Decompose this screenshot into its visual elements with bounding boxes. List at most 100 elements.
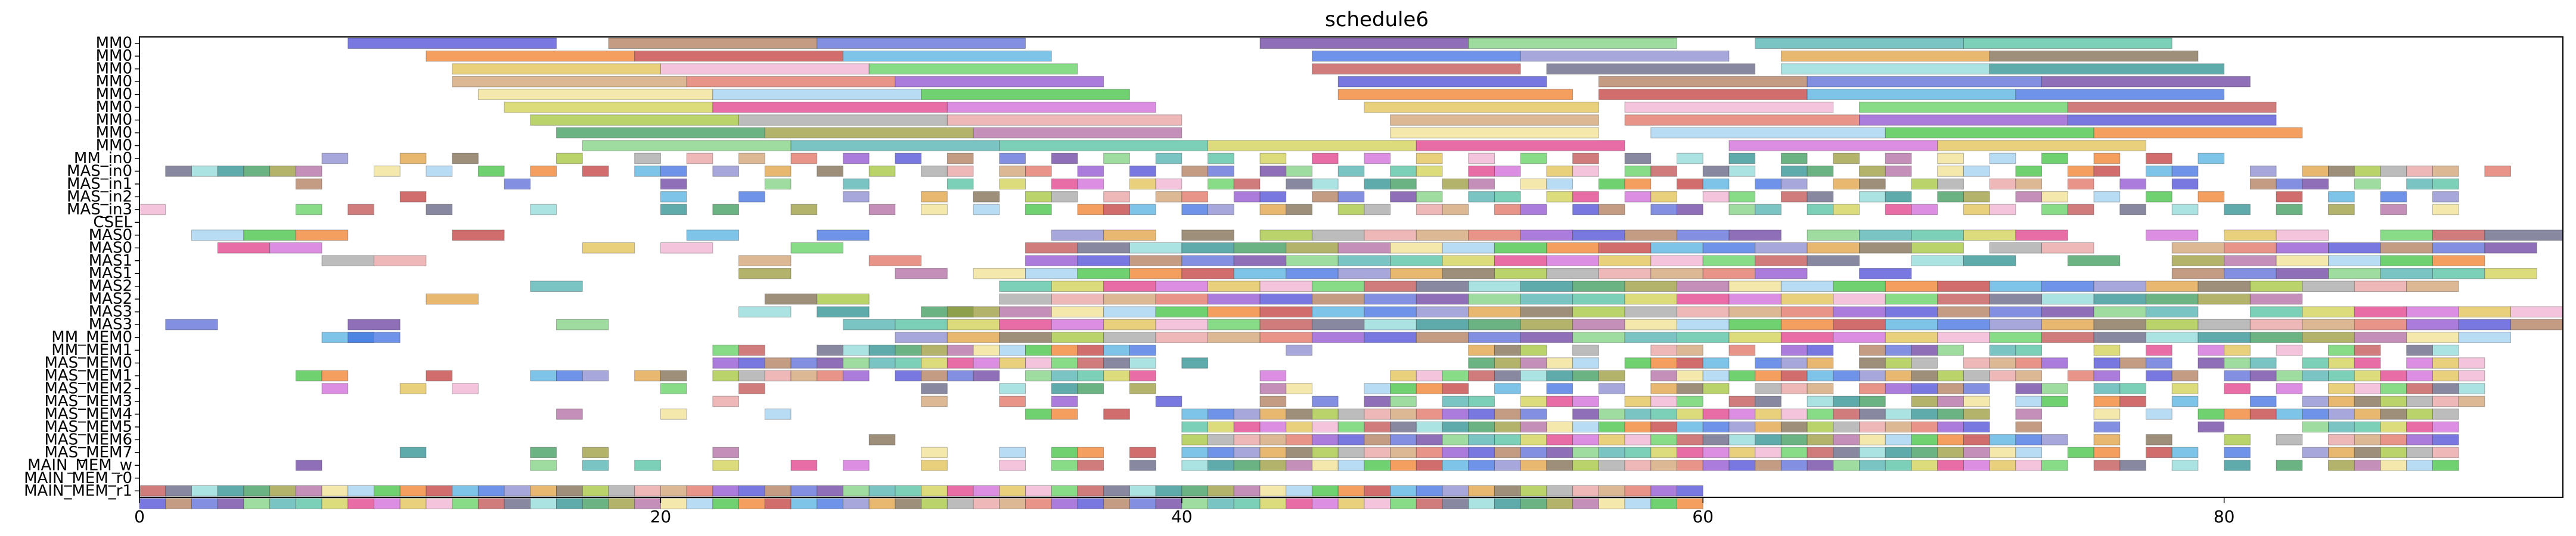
task-bar [1181, 255, 1234, 267]
task-bar [2406, 434, 2433, 445]
task-bar [2432, 344, 2459, 356]
task-bar [1963, 204, 1990, 216]
task-bar [2406, 306, 2459, 317]
task-bar [2145, 434, 2172, 445]
task-bar [2458, 332, 2512, 343]
task-bar [243, 229, 296, 241]
task-bar [2276, 178, 2303, 190]
task-bar [2380, 191, 2407, 202]
task-bar [1442, 460, 1469, 471]
y-tick-label: MAS1 [89, 252, 132, 270]
task-bar [946, 332, 1000, 343]
task-bar [1337, 421, 1365, 433]
task-bar [1286, 409, 1312, 420]
task-bar [1755, 460, 1782, 471]
task-bar [1442, 370, 1469, 382]
task-bar [1572, 357, 1599, 369]
task-bar [921, 204, 948, 216]
task-bar [2119, 357, 2146, 369]
task-bar [1259, 293, 1312, 305]
task-bar [1494, 447, 1521, 459]
task-bar [191, 229, 244, 241]
task-bar [1833, 306, 1886, 317]
task-bar [2302, 332, 2355, 343]
task-bar [712, 460, 740, 471]
task-bar [1311, 293, 1365, 305]
task-bar [1650, 267, 1703, 279]
task-bar [1494, 421, 1521, 433]
x-tick-label: 40 [1171, 507, 1193, 526]
task-bar [1885, 383, 1912, 394]
task-bar [1780, 63, 1990, 74]
task-bar [1546, 421, 1573, 433]
task-bar [2328, 255, 2381, 267]
task-bar [1468, 178, 1495, 190]
task-bar [1807, 166, 1834, 177]
task-bar [321, 370, 349, 382]
task-bar [1025, 357, 1052, 369]
task-bar [1937, 370, 1964, 382]
task-bar [1077, 166, 1104, 177]
task-bar [1442, 383, 1469, 394]
task-bar [1989, 204, 2016, 216]
task-bar [1598, 178, 1625, 190]
task-bar [1624, 114, 1860, 126]
task-bar [1311, 409, 1339, 420]
task-bar [1390, 178, 1417, 190]
task-bar [2093, 344, 2121, 356]
task-bar [946, 178, 974, 190]
task-bar [2276, 383, 2303, 394]
task-bar [1442, 409, 1469, 420]
task-bar [946, 114, 1183, 126]
y-tick-label: MAS3 [89, 316, 132, 334]
task-bar [2380, 447, 2407, 459]
task-bar [399, 447, 427, 459]
task-bar [686, 498, 713, 510]
task-bar [1311, 191, 1339, 202]
task-bar [1755, 447, 1782, 459]
y-tick-label: MM0 [96, 124, 132, 142]
task-bar [1989, 319, 2043, 331]
task-bar [2093, 281, 2146, 292]
task-bar [1259, 485, 1287, 497]
task-bar [921, 395, 948, 407]
task-bar [2041, 76, 2251, 88]
task-bar [1051, 178, 1078, 190]
task-bar [634, 166, 661, 177]
task-bar [1259, 204, 1287, 216]
task-bar [2198, 357, 2225, 369]
task-bar [2432, 395, 2459, 407]
task-bar [2093, 447, 2121, 459]
task-bar [1624, 421, 1652, 433]
task-bar [1911, 383, 1938, 394]
task-bar [660, 370, 687, 382]
task-bar [2354, 460, 2381, 471]
task-bar [1702, 434, 1730, 445]
task-bar [1911, 395, 1938, 407]
x-axis: 0 20 40 60 80 [134, 497, 2234, 526]
task-bar [842, 370, 870, 382]
task-bar [1807, 229, 1860, 241]
task-bar [1677, 293, 1730, 305]
task-bar [868, 485, 896, 497]
task-bar [452, 498, 479, 510]
task-bar [582, 498, 609, 510]
task-bar [1677, 395, 1703, 407]
task-bar [2249, 166, 2277, 177]
task-bar [1807, 344, 1834, 356]
task-bar [2093, 293, 2146, 305]
task-bar [1833, 204, 1860, 216]
task-bar [946, 319, 1000, 331]
task-bar [1025, 191, 1052, 202]
task-bar [1807, 191, 1834, 202]
task-bar [973, 357, 1000, 369]
task-bar [1103, 281, 1156, 292]
task-bar [1103, 332, 1156, 343]
task-bar [1677, 485, 1703, 497]
task-bar [1546, 498, 1573, 510]
task-bar [790, 485, 818, 497]
task-bar [2380, 242, 2433, 254]
task-bar [2015, 409, 2043, 420]
task-bar [1859, 191, 1886, 202]
task-bar [2328, 460, 2355, 471]
